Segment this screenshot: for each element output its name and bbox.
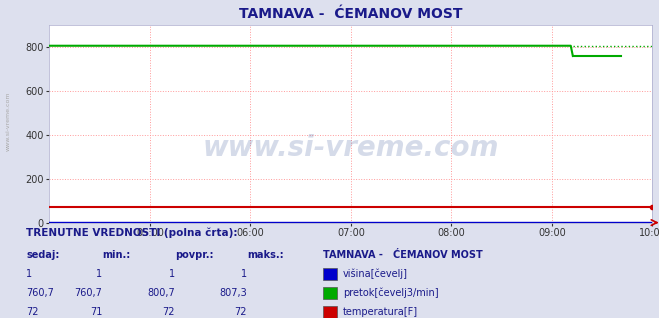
Text: 72: 72 <box>162 307 175 317</box>
Text: TAMNAVA -   ĆEMANOV MOST: TAMNAVA - ĆEMANOV MOST <box>323 250 482 259</box>
Text: 72: 72 <box>26 307 39 317</box>
Text: povpr.:: povpr.: <box>175 250 213 259</box>
Text: www.si-vreme.com: www.si-vreme.com <box>5 91 11 151</box>
Text: pretok[čevelj3/min]: pretok[čevelj3/min] <box>343 288 438 298</box>
Text: 1: 1 <box>96 269 102 279</box>
Text: 1: 1 <box>26 269 32 279</box>
Text: 72: 72 <box>235 307 247 317</box>
Text: višina[čevelj]: višina[čevelj] <box>343 269 408 279</box>
Text: temperatura[F]: temperatura[F] <box>343 307 418 317</box>
Title: TAMNAVA -  ĆEMANOV MOST: TAMNAVA - ĆEMANOV MOST <box>239 8 463 22</box>
Text: TRENUTNE VREDNOSTI (polna črta):: TRENUTNE VREDNOSTI (polna črta): <box>26 227 238 238</box>
Text: 1: 1 <box>169 269 175 279</box>
Text: 71: 71 <box>90 307 102 317</box>
Text: 760,7: 760,7 <box>26 288 54 298</box>
Text: 800,7: 800,7 <box>147 288 175 298</box>
Text: maks.:: maks.: <box>247 250 284 259</box>
Text: sedaj:: sedaj: <box>26 250 60 259</box>
Text: 807,3: 807,3 <box>219 288 247 298</box>
Text: 1: 1 <box>241 269 247 279</box>
Text: 760,7: 760,7 <box>74 288 102 298</box>
Text: www.si-vreme.com: www.si-vreme.com <box>203 134 499 162</box>
Text: min.:: min.: <box>102 250 130 259</box>
